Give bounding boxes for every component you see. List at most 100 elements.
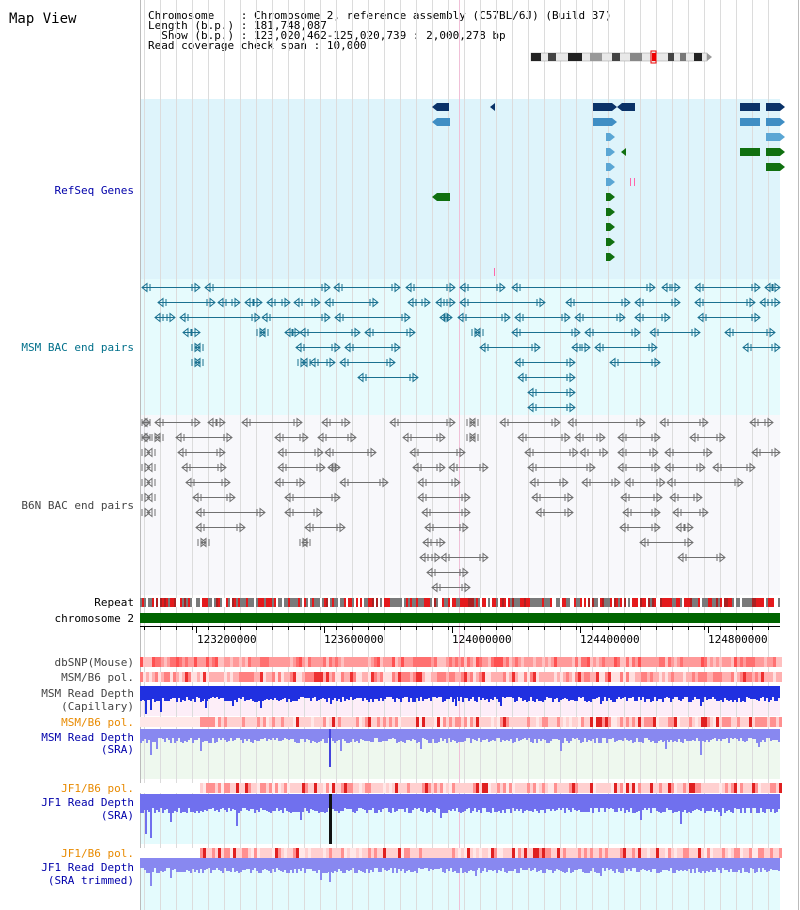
depth-bar — [552, 686, 554, 702]
heat-cell — [713, 657, 716, 667]
heat-cell — [230, 717, 233, 727]
depth-bar — [776, 729, 778, 740]
repeat-segment — [556, 598, 558, 607]
depth-bar — [352, 858, 354, 868]
bac-end — [664, 312, 671, 323]
depth-bar — [550, 794, 552, 811]
depth-bar — [256, 686, 258, 702]
depth-bar — [154, 686, 156, 702]
heat-cell — [212, 657, 215, 667]
repeat-segment — [740, 598, 742, 607]
depth-bar — [556, 794, 558, 810]
heat-cell — [677, 783, 680, 793]
heat-cell — [416, 672, 419, 682]
heat-cell — [632, 657, 635, 667]
repeat-segment — [712, 598, 714, 607]
bac-end — [434, 552, 441, 563]
depth-bar — [438, 686, 440, 697]
depth-bar — [154, 729, 156, 742]
depth-bar — [274, 686, 276, 698]
heat-cell — [692, 672, 695, 682]
heat-cell — [374, 848, 377, 858]
depth-bar — [524, 858, 526, 870]
repeat-segment — [424, 598, 426, 607]
heat-cell — [629, 657, 632, 667]
heat-cell — [347, 657, 350, 667]
depth-bar — [462, 729, 464, 742]
depth-bar — [320, 794, 322, 812]
heat-cell — [425, 672, 428, 682]
depth-bar — [652, 729, 654, 741]
repeat-segment — [218, 598, 220, 607]
heat-cell — [167, 657, 170, 667]
repeat-segment — [278, 598, 280, 607]
heat-cell — [761, 672, 764, 682]
heat-cell — [359, 672, 362, 682]
heat-cell — [491, 783, 494, 793]
heat-cell — [590, 672, 593, 682]
heat-cell — [611, 657, 614, 667]
heat-cell — [695, 657, 698, 667]
repeat-segment — [444, 598, 446, 607]
depth-bar — [340, 686, 342, 702]
depth-bar — [706, 858, 708, 871]
depth-bar — [740, 686, 742, 702]
depth-bar — [552, 794, 554, 809]
repeat-segment — [322, 598, 324, 607]
repeat-segment — [584, 598, 586, 607]
depth-bar — [426, 686, 428, 699]
depth-bar — [142, 858, 144, 868]
depth-bar — [632, 729, 634, 743]
heat-cell — [365, 657, 368, 667]
heat-cell — [695, 783, 698, 793]
bac-end — [574, 432, 581, 443]
repeat-segment — [654, 598, 656, 607]
heat-cell — [545, 717, 548, 727]
bac-end — [652, 447, 659, 458]
depth-bar — [458, 729, 460, 742]
heat-cell — [734, 657, 737, 667]
depth-bar — [684, 858, 686, 870]
refseq-track-label[interactable]: RefSeq Genes — [54, 184, 134, 197]
depth-bar — [426, 729, 428, 740]
heat-cell — [224, 672, 227, 682]
depth-bar — [598, 858, 600, 873]
gene-arrow — [610, 178, 615, 186]
heat-cell — [272, 672, 275, 682]
repeat-segment — [532, 598, 534, 607]
depth-bar — [470, 794, 472, 813]
depth-bar — [702, 794, 704, 808]
repeat-segment — [462, 598, 464, 607]
heat-cell — [185, 657, 188, 667]
depth-bar — [320, 686, 322, 699]
bac-end — [209, 297, 216, 308]
repeat-segment — [414, 598, 416, 607]
heat-cell — [245, 848, 248, 858]
heat-cell — [368, 717, 371, 727]
repeat-segment — [506, 598, 508, 607]
heat-cell — [227, 783, 230, 793]
heat-cell — [767, 783, 770, 793]
repeat-segment — [660, 598, 662, 607]
msm-bac-track-label[interactable]: MSM BAC end pairs — [21, 341, 134, 354]
repeat-segment — [578, 598, 580, 607]
heat-cell — [461, 672, 464, 682]
depth-bar — [522, 858, 524, 870]
depth-bar — [386, 794, 388, 808]
length-value: : 181,748,087 — [240, 19, 327, 32]
depth-spike — [150, 729, 152, 755]
heat-cell — [458, 783, 461, 793]
repeat-segment — [212, 598, 214, 607]
repeat-segment — [288, 598, 290, 607]
bac-end — [511, 282, 518, 293]
depth-bar — [532, 729, 534, 743]
depth-bar — [316, 858, 318, 873]
depth-bar — [698, 729, 700, 741]
repeat-segment — [482, 598, 484, 607]
heat-cell — [356, 848, 359, 858]
heat-cell — [467, 848, 470, 858]
depth-bar — [416, 686, 418, 698]
b6n-bac-track-label[interactable]: B6N BAC end pairs — [21, 499, 134, 512]
depth-bar — [714, 686, 716, 699]
